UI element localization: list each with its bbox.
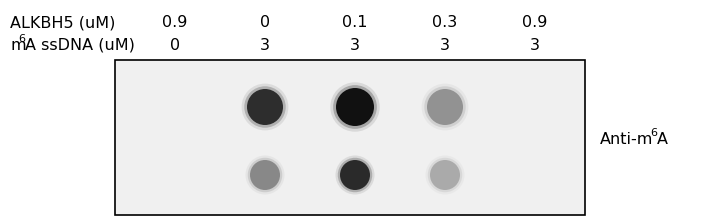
Text: m: m [10, 38, 26, 53]
Text: 6: 6 [650, 128, 657, 138]
Text: 3: 3 [350, 38, 360, 53]
Bar [115, 60, 585, 215]
Text: A ssDNA (uM): A ssDNA (uM) [25, 38, 135, 53]
Text: 0: 0 [260, 15, 270, 30]
Text: A: A [657, 132, 668, 148]
Text: 0.9: 0.9 [523, 15, 548, 30]
Circle shape [335, 155, 375, 194]
Circle shape [241, 84, 288, 130]
Circle shape [247, 89, 283, 125]
Circle shape [426, 155, 464, 194]
Text: 0.3: 0.3 [432, 15, 458, 30]
Circle shape [340, 160, 370, 190]
Text: 6: 6 [18, 34, 25, 44]
Text: ALKBH5 (uM): ALKBH5 (uM) [10, 15, 115, 30]
Text: 3: 3 [530, 38, 540, 53]
Circle shape [428, 158, 462, 192]
Text: 0.9: 0.9 [162, 15, 188, 30]
Circle shape [424, 86, 466, 128]
Text: 0.1: 0.1 [342, 15, 368, 30]
Circle shape [333, 85, 377, 129]
Circle shape [248, 158, 282, 192]
Circle shape [337, 158, 372, 192]
Text: 3: 3 [440, 38, 450, 53]
Text: 0: 0 [170, 38, 180, 53]
Circle shape [244, 86, 286, 128]
Circle shape [427, 89, 463, 125]
Circle shape [422, 84, 468, 130]
Text: 3: 3 [260, 38, 270, 53]
Text: Anti-m: Anti-m [600, 132, 654, 148]
Circle shape [330, 82, 379, 132]
Circle shape [246, 155, 285, 194]
Circle shape [430, 160, 460, 190]
Circle shape [250, 160, 280, 190]
Circle shape [336, 88, 374, 126]
